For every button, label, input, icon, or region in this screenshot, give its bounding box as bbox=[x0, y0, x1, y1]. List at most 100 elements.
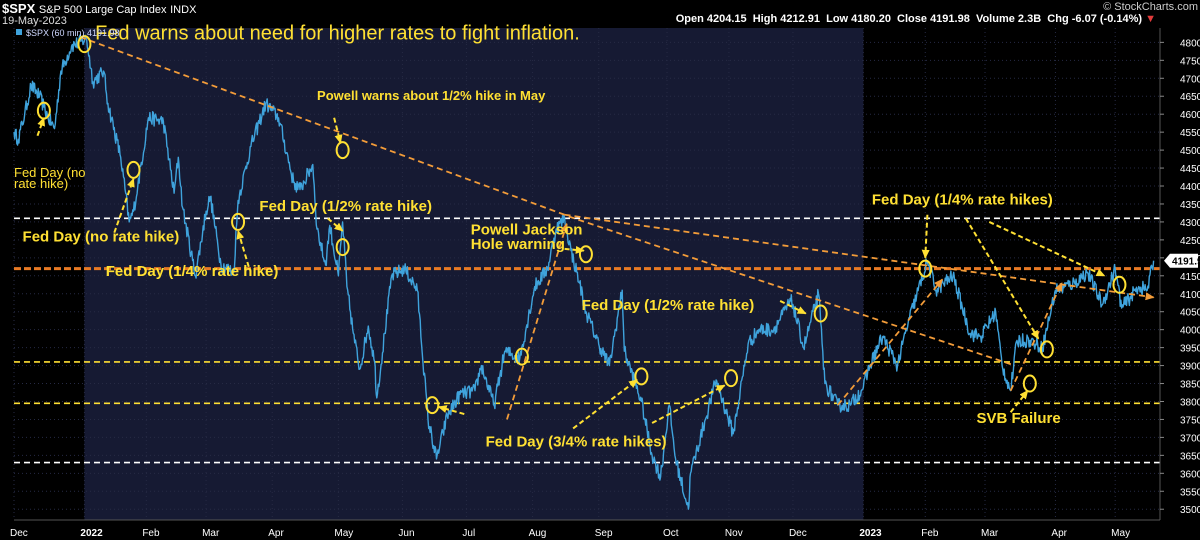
highlight-ellipse bbox=[231, 212, 246, 231]
y-tick-label: 4100 bbox=[1180, 290, 1200, 301]
annotation-arrow bbox=[36, 116, 45, 137]
x-tick-label: Jun bbox=[398, 528, 414, 539]
y-tick-label: 4500 bbox=[1180, 146, 1200, 157]
annotation-arrow bbox=[1009, 389, 1029, 413]
price-series bbox=[13, 34, 1155, 510]
trendline bbox=[506, 222, 569, 420]
low-value: 4180.20 bbox=[851, 13, 891, 25]
trendline bbox=[568, 215, 1016, 367]
price-line bbox=[13, 34, 1155, 510]
annotation-label: Fed Day (3/4% rate hikes) bbox=[486, 433, 667, 450]
volume-value: 2.3B bbox=[1017, 13, 1042, 25]
chart-symbol-title: $SPX S&P 500 Large Cap Index INDX bbox=[2, 1, 196, 16]
annotation-label: Powell Jackson bbox=[471, 221, 583, 238]
y-tick-label: 3500 bbox=[1180, 505, 1200, 516]
highlight-ellipse bbox=[578, 245, 593, 264]
annotation-arrow bbox=[327, 217, 344, 232]
highlight-ellipse bbox=[724, 369, 739, 388]
y-tick-label: 4300 bbox=[1180, 218, 1200, 229]
highlight-ellipse bbox=[634, 367, 649, 386]
highlight-ellipse bbox=[1039, 340, 1054, 359]
annotation-label: Fed Day (1/2% rate hike) bbox=[582, 297, 755, 314]
y-tick-label: 4400 bbox=[1180, 182, 1200, 193]
chart-date: 19-May-2023 bbox=[2, 15, 67, 27]
x-tick-label: 2022 bbox=[80, 528, 103, 539]
x-tick-label: 2023 bbox=[859, 528, 882, 539]
highlight-ellipse bbox=[1022, 374, 1037, 393]
highlight-ellipse bbox=[335, 141, 350, 160]
x-tick-label: Feb bbox=[921, 528, 939, 539]
annotations: Fed warns about need for higher rates to… bbox=[14, 22, 1127, 450]
annotation-label: Hole warning bbox=[471, 236, 565, 253]
down-arrow-icon: ▼ bbox=[1145, 13, 1156, 25]
y-tick-label: 3850 bbox=[1180, 380, 1200, 391]
annotation-label: Powell warns about 1/2% hike in May bbox=[317, 88, 546, 103]
x-tick-label: May bbox=[1111, 528, 1130, 539]
annotation-arrow bbox=[113, 177, 135, 234]
trendline bbox=[79, 36, 565, 216]
x-tick-label: Aug bbox=[529, 528, 547, 539]
y-tick-label: 4800 bbox=[1180, 38, 1200, 49]
annotation-label: SVB Failure bbox=[976, 410, 1060, 427]
annotation-label: Fed Day (no bbox=[14, 165, 86, 180]
x-tick-label: Feb bbox=[142, 528, 160, 539]
y-tick-label: 3750 bbox=[1180, 415, 1200, 426]
x-tick-label: Dec bbox=[789, 528, 807, 539]
close-value: 4191.98 bbox=[930, 13, 970, 25]
annotation-label: Fed warns about need for higher rates to… bbox=[95, 22, 580, 44]
highlight-ellipse bbox=[126, 160, 141, 179]
x-tick-label: Dec bbox=[10, 528, 28, 539]
x-tick-label: Apr bbox=[1051, 528, 1067, 539]
open-value: 4204.15 bbox=[706, 13, 747, 25]
x-tick-label: Apr bbox=[268, 528, 284, 539]
annotation-label: Fed Day (1/4% rate hikes) bbox=[872, 192, 1053, 209]
symbol-exchange: INDX bbox=[170, 4, 197, 16]
y-tick-label: 4550 bbox=[1180, 128, 1200, 139]
y-tick-label: 4000 bbox=[1180, 326, 1200, 337]
trendline bbox=[837, 278, 944, 406]
axes: $SPX (60 min) 4191.98 3500 3550 3600 3650 370… bbox=[10, 28, 1200, 539]
annotation-label: Fed Day (1/2% rate hike) bbox=[259, 198, 432, 215]
x-tick-label: Oct bbox=[663, 528, 679, 539]
annotation-label: Fed Day (1/4% rate hike) bbox=[106, 263, 279, 280]
annotation-arrow bbox=[921, 214, 930, 259]
y-tick-label: 4250 bbox=[1180, 236, 1200, 247]
last-price-tag bbox=[1164, 253, 1198, 268]
highlight-ellipse bbox=[514, 347, 529, 366]
annotation-arrow bbox=[651, 384, 726, 424]
symbol-ticker: $SPX bbox=[2, 1, 36, 16]
x-tick-label: May bbox=[334, 528, 353, 539]
annotation-arrow bbox=[236, 229, 250, 268]
x-tick-label: Mar bbox=[981, 528, 999, 539]
y-tick-label: 3600 bbox=[1180, 469, 1200, 480]
last-price-label: 4191.98 bbox=[1172, 257, 1200, 268]
x-tick-label: Nov bbox=[725, 528, 743, 539]
y-tick-label: 4350 bbox=[1180, 200, 1200, 211]
y-tick-label: 4050 bbox=[1180, 308, 1200, 319]
annotation-label: rate hike) bbox=[14, 176, 68, 191]
ohlc-readout: Open 4204.15 High 4212.91 Low 4180.20 Cl… bbox=[675, 13, 1156, 25]
trendlines bbox=[79, 36, 1155, 420]
highlight-ellipse bbox=[918, 259, 933, 278]
y-tick-label: 4450 bbox=[1180, 164, 1200, 175]
annotation-label: Fed Day (no rate hike) bbox=[23, 229, 180, 246]
annotation-arrow bbox=[988, 221, 1106, 277]
y-tick-label: 4750 bbox=[1180, 56, 1200, 67]
y-tick-label: 3950 bbox=[1180, 344, 1200, 355]
highlight-ellipse bbox=[335, 238, 350, 257]
y-tick-label: 3550 bbox=[1180, 487, 1200, 498]
stockcharts-credit: © StockCharts.com bbox=[1103, 1, 1198, 13]
y-tick-label: 3900 bbox=[1180, 362, 1200, 373]
annotation-arrow bbox=[437, 405, 465, 416]
highlight-ellipse bbox=[425, 396, 440, 415]
y-tick-label: 4700 bbox=[1180, 74, 1200, 85]
legend-label: $SPX (60 min) 4191.98 bbox=[26, 28, 120, 38]
chart-gridlines bbox=[13, 28, 1160, 520]
annotation-arrow bbox=[333, 117, 343, 144]
change-value: -6.07 (-0.14%) bbox=[1071, 13, 1143, 25]
y-tick-label: 3700 bbox=[1180, 433, 1200, 444]
highlight-ellipse bbox=[1112, 275, 1127, 294]
highlight-ellipse bbox=[813, 304, 828, 323]
y-tick-label: 3800 bbox=[1180, 397, 1200, 408]
